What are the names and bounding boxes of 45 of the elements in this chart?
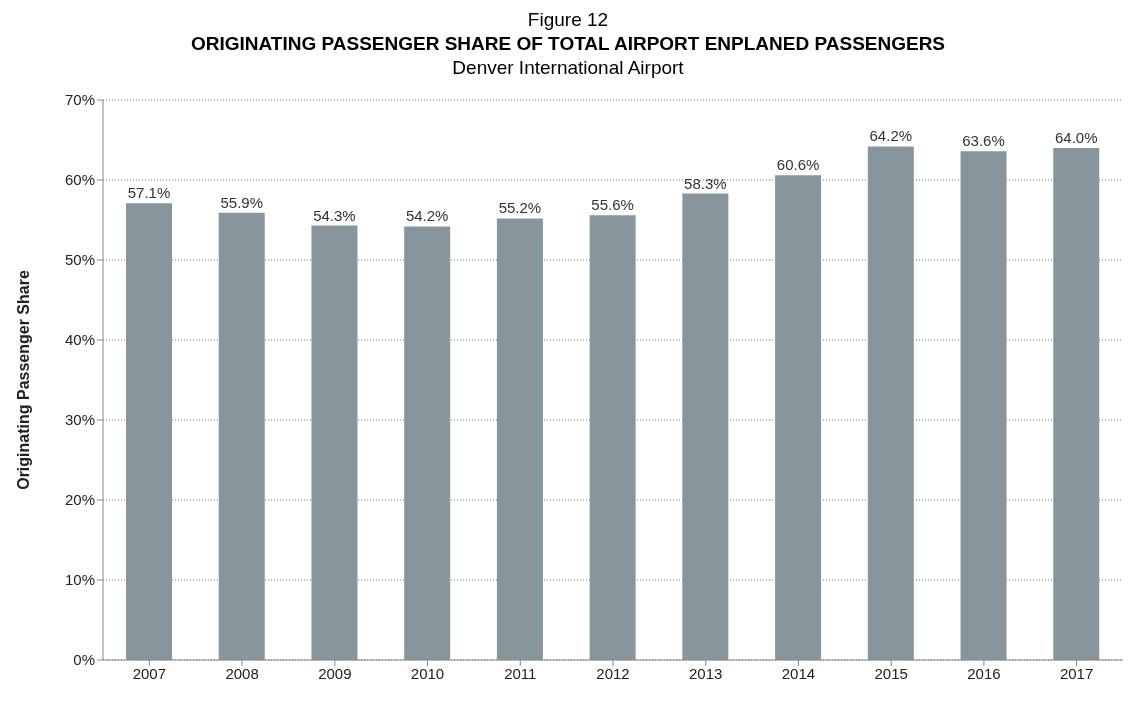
x-tick-label: 2014 <box>781 664 816 682</box>
x-tick-label: 2016 <box>967 664 1001 682</box>
x-tick-label: 2010 <box>410 664 445 682</box>
bar <box>311 225 358 660</box>
y-tick-label: 20% <box>64 491 95 509</box>
x-tick-label: 2013 <box>689 664 723 682</box>
y-tick-label: 60% <box>64 171 95 189</box>
data-label: 55.9% <box>220 193 263 211</box>
data-label: 64.2% <box>869 127 913 145</box>
data-label: 55.6% <box>591 196 634 214</box>
y-tick-label: 30% <box>64 411 95 429</box>
y-tick-label: 10% <box>64 571 95 589</box>
x-tick-label: 2007 <box>132 664 167 682</box>
data-label: 55.2% <box>498 199 542 217</box>
bar <box>218 212 265 660</box>
bar <box>867 146 914 660</box>
bar <box>1053 148 1100 660</box>
chart-title: ORIGINATING PASSENGER SHARE OF TOTAL AIRPORT ENPLANED PASSENGERS <box>189 32 947 56</box>
bar <box>404 226 451 660</box>
x-tick-label: 2012 <box>596 664 630 682</box>
data-label: 54.3% <box>313 206 356 224</box>
data-label: 57.1% <box>127 184 171 202</box>
x-tick-label: 2017 <box>1059 664 1094 682</box>
chart-subtitle: Denver International Airport <box>451 56 685 80</box>
caption: Figure 12 <box>526 8 610 32</box>
data-label: 64.0% <box>1055 129 1098 146</box>
x-tick-label: 2008 <box>225 664 259 682</box>
bar <box>682 193 729 660</box>
bar <box>775 175 822 660</box>
y-tick-label: 0% <box>73 651 95 669</box>
data-label: 63.6% <box>962 132 1005 150</box>
y-tick-label: 40% <box>64 331 95 349</box>
data-label: 60.6% <box>776 156 820 174</box>
y-axis-title: Originating Passenger Share <box>14 270 32 490</box>
bar <box>960 151 1007 660</box>
x-tick-label: 2009 <box>318 664 352 682</box>
data-label: 58.3% <box>684 174 727 192</box>
x-tick-label: 2011 <box>504 664 537 682</box>
x-tick-label: 2015 <box>874 664 908 682</box>
bar <box>496 218 543 660</box>
bar <box>589 215 636 660</box>
bar <box>126 203 172 660</box>
y-tick-label: 50% <box>64 251 95 269</box>
data-label: 54.2% <box>405 207 449 225</box>
y-tick-label: 70% <box>64 91 95 109</box>
